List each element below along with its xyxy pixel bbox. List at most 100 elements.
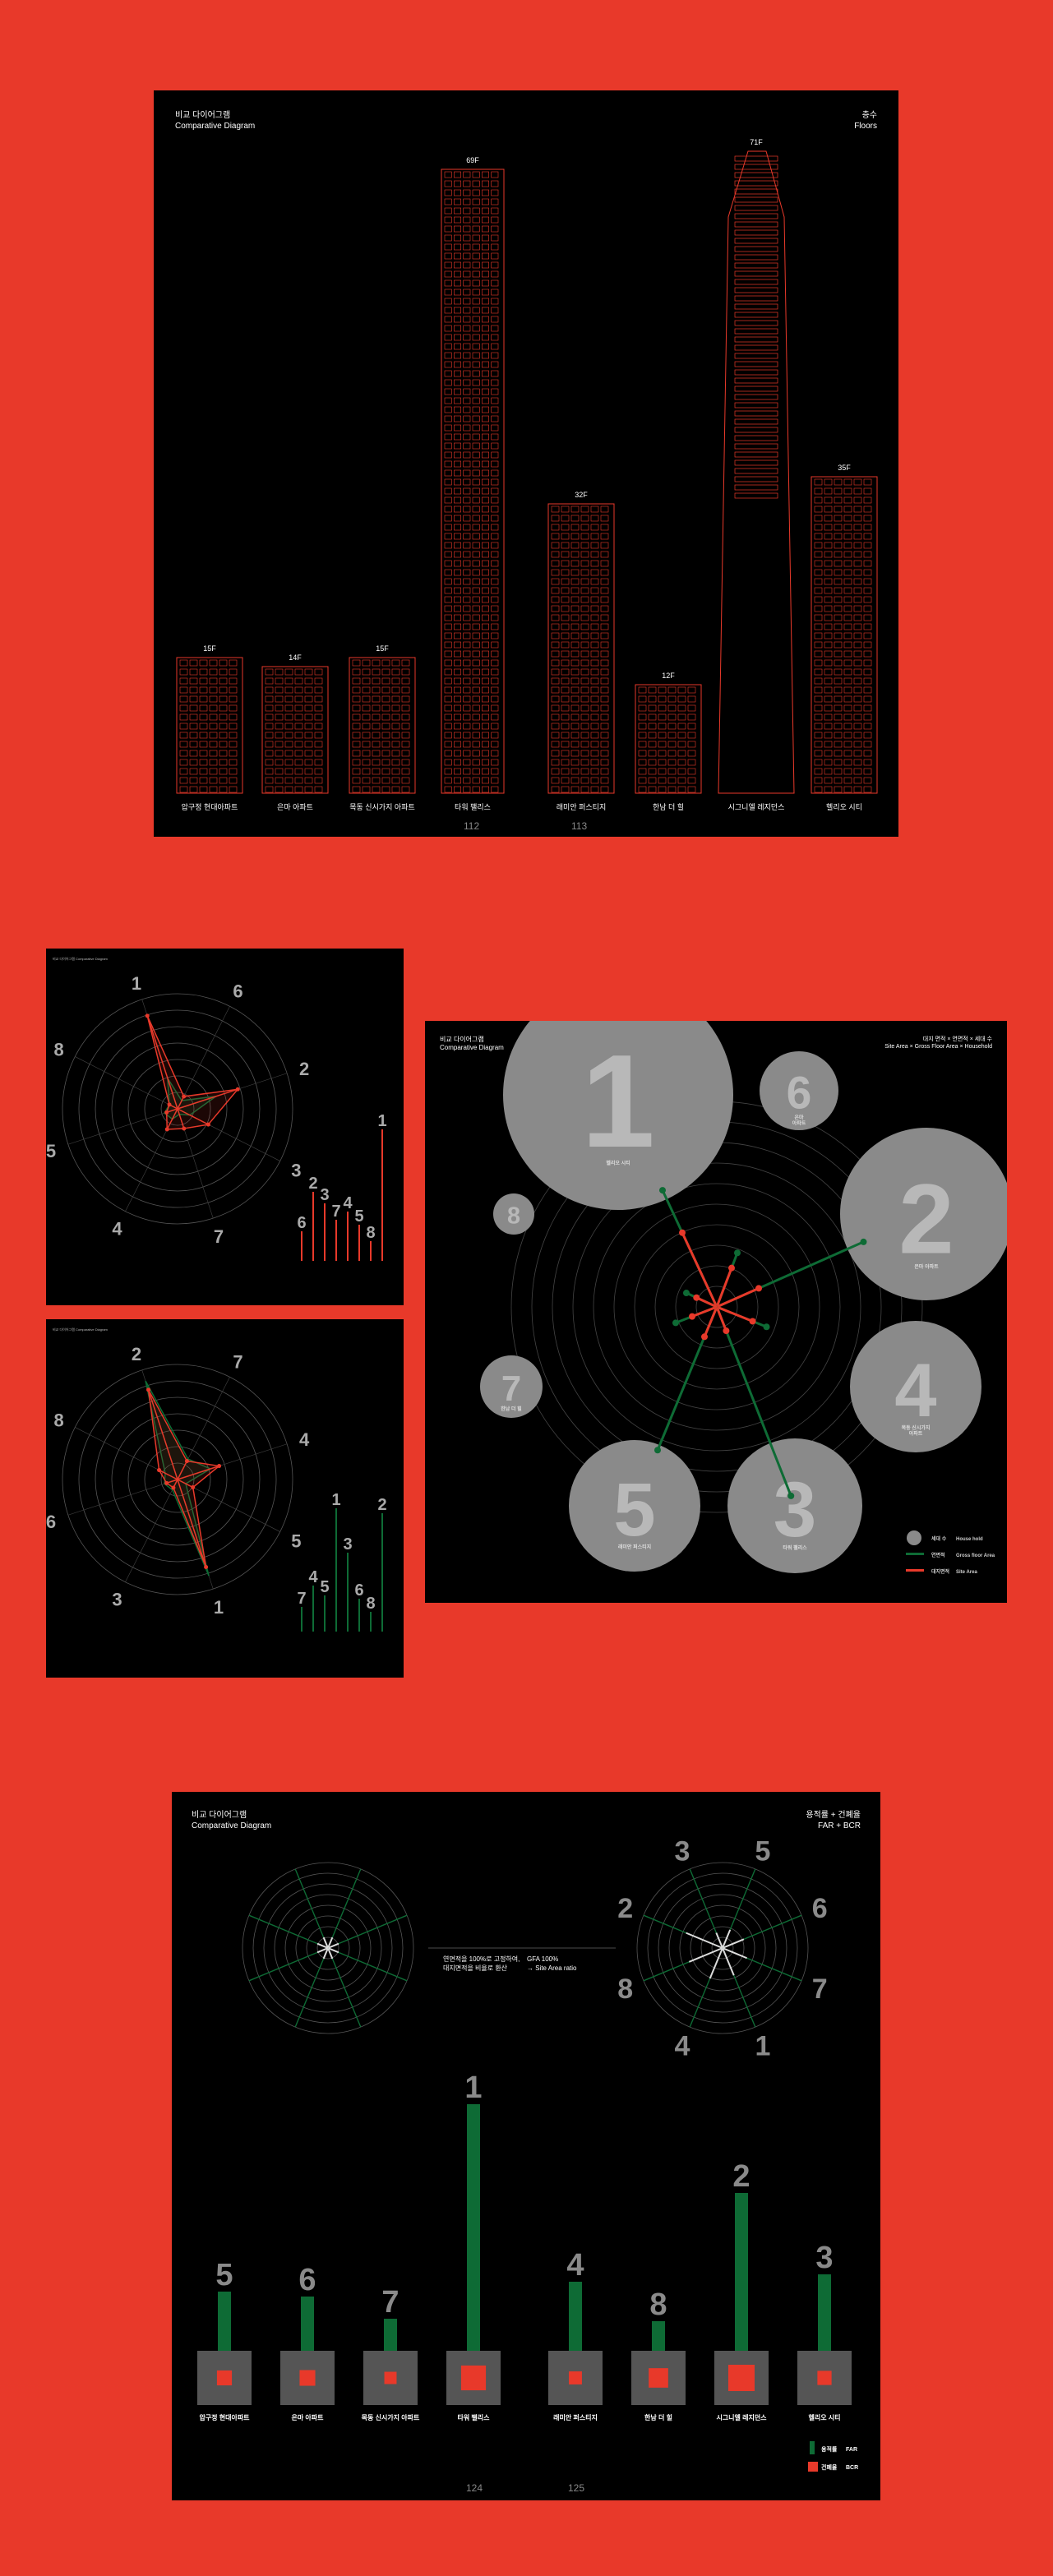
window bbox=[444, 469, 452, 477]
window bbox=[570, 713, 580, 721]
window bbox=[454, 198, 461, 205]
bubble-2: 2은마 아파트 bbox=[840, 1128, 1007, 1300]
far-note-1: 연면적을 100%로 고정하여, bbox=[443, 1955, 520, 1963]
window bbox=[590, 686, 599, 694]
window bbox=[463, 650, 471, 658]
far-building-name: 래미안 퍼스티지 bbox=[553, 2413, 598, 2421]
window bbox=[391, 786, 400, 793]
window bbox=[472, 524, 480, 531]
floor-row bbox=[734, 254, 778, 261]
window bbox=[843, 695, 852, 703]
window bbox=[454, 722, 461, 730]
radar-ring bbox=[95, 1026, 261, 1192]
window bbox=[444, 596, 452, 603]
window bbox=[814, 596, 823, 603]
topic-kr: 층수 bbox=[861, 111, 877, 120]
window bbox=[491, 243, 499, 251]
far-left-core bbox=[327, 1942, 339, 1949]
window bbox=[551, 641, 560, 649]
window bbox=[294, 695, 303, 703]
window bbox=[600, 506, 609, 513]
far-left-ring bbox=[295, 1915, 361, 1981]
window bbox=[814, 741, 823, 748]
window bbox=[824, 659, 833, 667]
window bbox=[638, 722, 647, 730]
window bbox=[352, 777, 361, 784]
window bbox=[444, 632, 452, 639]
window bbox=[482, 695, 489, 703]
far-right-core bbox=[722, 1947, 747, 1960]
window bbox=[551, 741, 560, 748]
window bbox=[372, 686, 381, 694]
far-building-name: 은마 아파트 bbox=[291, 2413, 324, 2421]
bar-rank-label: 3 bbox=[343, 1535, 352, 1553]
far-rank-label: 8 bbox=[649, 2287, 667, 2322]
window bbox=[275, 677, 284, 685]
far-radar-label: 2 bbox=[617, 1893, 633, 1924]
bubble-number: 7 bbox=[501, 1369, 521, 1409]
bubble-red-point bbox=[689, 1313, 695, 1320]
window bbox=[362, 777, 371, 784]
window bbox=[463, 289, 471, 296]
window bbox=[179, 777, 188, 784]
window bbox=[491, 270, 499, 278]
radar-spoke bbox=[177, 1006, 230, 1110]
far-left-spoke bbox=[248, 1914, 329, 1949]
bubble-green-point bbox=[682, 1290, 690, 1297]
window bbox=[491, 569, 499, 576]
window bbox=[401, 695, 410, 703]
window bbox=[580, 741, 589, 748]
window bbox=[444, 243, 452, 251]
far-left-spoke bbox=[327, 1947, 362, 2028]
window bbox=[463, 352, 471, 359]
window bbox=[863, 478, 872, 486]
window bbox=[284, 686, 293, 694]
window bbox=[824, 515, 833, 522]
window bbox=[658, 786, 667, 793]
window bbox=[472, 722, 480, 730]
bubble-red-point bbox=[701, 1333, 708, 1341]
window bbox=[658, 732, 667, 739]
window bbox=[444, 207, 452, 215]
window bbox=[294, 750, 303, 757]
window bbox=[491, 397, 499, 404]
window bbox=[463, 189, 471, 196]
window bbox=[179, 713, 188, 721]
window bbox=[454, 442, 461, 450]
radar-ring bbox=[160, 1462, 195, 1497]
window bbox=[824, 623, 833, 630]
window bbox=[853, 695, 862, 703]
window bbox=[444, 614, 452, 621]
bubble-ring bbox=[654, 1244, 779, 1369]
window bbox=[482, 289, 489, 296]
window bbox=[677, 750, 686, 757]
building-outline bbox=[176, 657, 243, 794]
floor-row bbox=[734, 418, 778, 425]
window bbox=[824, 487, 833, 495]
window bbox=[463, 596, 471, 603]
window bbox=[444, 261, 452, 269]
window bbox=[381, 713, 390, 721]
window bbox=[491, 623, 499, 630]
window bbox=[294, 668, 303, 676]
window bbox=[834, 569, 843, 576]
radar-ring bbox=[62, 993, 293, 1225]
window bbox=[352, 704, 361, 712]
window bbox=[491, 750, 499, 757]
floors-topic: 층수 Floors bbox=[854, 110, 877, 132]
window bbox=[648, 741, 657, 748]
radar-axis-label: 6 bbox=[233, 981, 242, 1002]
window bbox=[580, 713, 589, 721]
far-radar-label: 7 bbox=[812, 1974, 828, 2005]
radar-red-ray bbox=[177, 1088, 238, 1110]
far-left-ring bbox=[284, 1904, 372, 1992]
window bbox=[219, 677, 228, 685]
bubble-circle bbox=[727, 1438, 862, 1573]
radar-point bbox=[146, 1387, 151, 1392]
window bbox=[304, 668, 313, 676]
window bbox=[265, 668, 274, 676]
window bbox=[863, 722, 872, 730]
bar-rank-label: 8 bbox=[366, 1224, 375, 1242]
window bbox=[219, 713, 228, 721]
